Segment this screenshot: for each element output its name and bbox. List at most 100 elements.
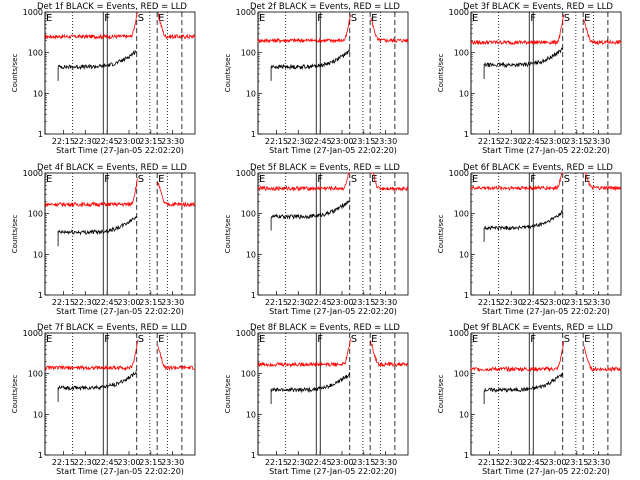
x-tick-label: 22:30	[74, 298, 97, 307]
event-marker-label: E	[472, 13, 478, 24]
detector-panel-1: Det 1f BLACK = Events, RED = LLD 1 10 100 10…	[11, 2, 196, 155]
x-tick-label: 22:30	[287, 458, 310, 467]
lld-series-line	[257, 338, 409, 368]
event-marker-label: S	[564, 13, 570, 24]
event-marker-label: F	[530, 13, 536, 24]
event-marker-label: S	[138, 174, 144, 185]
event-marker-label: E	[472, 334, 478, 345]
x-tick-label: 22:30	[74, 137, 97, 146]
x-tick-label: 22:30	[287, 137, 310, 146]
x-axis-label: Start Time (27-Jan-05 22:02:20)	[56, 307, 184, 316]
lld-series-line	[44, 11, 196, 40]
x-tick-label: 22:30	[500, 298, 523, 307]
x-tick-label: 23:00	[543, 298, 566, 307]
detector-panel-4: Det 4f BLACK = Events, RED = LLD 1 10 100 10…	[11, 163, 196, 316]
event-marker-label: E	[158, 334, 164, 345]
y-tick-label: 10	[459, 89, 469, 98]
x-tick-label: 23:30	[374, 137, 397, 146]
x-tick-label: 22:15	[265, 298, 288, 307]
x-axis-label: Start Time (27-Jan-05 22:02:20)	[482, 146, 610, 155]
lld-series-line	[257, 14, 409, 44]
event-marker-label: E	[584, 334, 590, 345]
y-axis-label: Counts/sec	[11, 215, 19, 254]
event-marker-label: E	[584, 13, 590, 24]
events-series-line	[57, 215, 137, 247]
y-axis-label: Counts/sec	[224, 215, 232, 254]
x-tick-label: 22:30	[500, 458, 523, 467]
y-axis-label: Counts/sec	[11, 54, 19, 93]
x-tick-label: 23:30	[374, 298, 397, 307]
x-tick-label: 23:15	[565, 458, 588, 467]
panel-title: Det 4f BLACK = Events, RED = LLD	[37, 163, 187, 173]
y-tick-label: 1000	[236, 8, 256, 17]
y-tick-label: 10	[459, 250, 469, 259]
event-marker-label: E	[259, 13, 265, 24]
panel-title: Det 1f BLACK = Events, RED = LLD	[37, 2, 187, 12]
plot-frame	[470, 332, 622, 456]
x-tick-label: 22:15	[52, 137, 75, 146]
y-tick-label: 1	[38, 130, 43, 139]
x-tick-label: 23:15	[565, 298, 588, 307]
detector-panel-2: Det 2f BLACK = Events, RED = LLD 1 10 100 10…	[224, 2, 409, 155]
x-axis-label: Start Time (27-Jan-05 22:02:20)	[56, 467, 184, 476]
x-tick-label: 23:30	[587, 137, 610, 146]
x-tick-label: 22:15	[52, 298, 75, 307]
x-tick-label: 23:00	[330, 458, 353, 467]
y-tick-label: 100	[241, 370, 256, 379]
x-tick-label: 23:15	[565, 137, 588, 146]
x-tick-label: 22:15	[265, 137, 288, 146]
event-marker-label: F	[317, 13, 323, 24]
x-tick-label: 23:30	[374, 458, 397, 467]
x-tick-label: 22:45	[522, 137, 545, 146]
lld-series-line	[470, 341, 622, 373]
event-marker-label: E	[584, 174, 590, 185]
x-axis-label: Start Time (27-Jan-05 22:02:20)	[482, 467, 610, 476]
event-marker-label: E	[158, 13, 164, 24]
x-tick-label: 22:45	[96, 137, 119, 146]
x-tick-label: 22:15	[478, 298, 501, 307]
x-tick-label: 22:45	[96, 458, 119, 467]
x-tick-label: 23:30	[161, 458, 184, 467]
y-tick-label: 100	[454, 210, 469, 219]
x-tick-label: 22:30	[500, 137, 523, 146]
panel-title: Det 5f BLACK = Events, RED = LLD	[250, 163, 400, 173]
x-tick-label: 23:00	[117, 137, 140, 146]
detector-panel-7: Det 7f BLACK = Events, RED = LLD 1 10 100 10…	[11, 323, 196, 476]
event-marker-label: F	[104, 174, 110, 185]
x-tick-label: 23:30	[587, 458, 610, 467]
y-tick-label: 1000	[236, 329, 256, 338]
event-marker-label: F	[530, 174, 536, 185]
event-marker-label: E	[46, 334, 52, 345]
y-tick-label: 1000	[23, 8, 43, 17]
x-tick-label: 22:45	[309, 298, 332, 307]
y-tick-label: 10	[33, 410, 43, 419]
y-tick-label: 100	[241, 49, 256, 58]
plot-frame	[470, 172, 622, 296]
y-tick-label: 1	[251, 130, 256, 139]
event-marker-label: F	[104, 13, 110, 24]
x-tick-label: 22:30	[74, 458, 97, 467]
event-marker-label: E	[371, 334, 377, 345]
events-series-line	[483, 47, 563, 79]
x-tick-label: 23:00	[330, 137, 353, 146]
y-tick-label: 1000	[449, 329, 469, 338]
events-series-line	[57, 369, 137, 402]
x-tick-label: 22:45	[522, 458, 545, 467]
event-marker-label: S	[351, 174, 357, 185]
lld-series-line	[44, 178, 196, 208]
panel-title: Det 7f BLACK = Events, RED = LLD	[37, 323, 187, 333]
event-marker-label: S	[138, 13, 144, 24]
plot-frame	[44, 11, 196, 135]
lld-series-line	[44, 339, 196, 372]
y-tick-label: 1000	[23, 329, 43, 338]
x-tick-label: 22:15	[265, 458, 288, 467]
y-tick-label: 1	[38, 451, 43, 460]
y-tick-label: 1	[251, 451, 256, 460]
y-tick-label: 1	[464, 451, 469, 460]
x-axis-label: Start Time (27-Jan-05 22:02:20)	[56, 146, 184, 155]
event-marker-label: E	[259, 174, 265, 185]
y-tick-label: 10	[33, 89, 43, 98]
event-marker-label: F	[104, 334, 110, 345]
events-series-line	[270, 49, 350, 81]
